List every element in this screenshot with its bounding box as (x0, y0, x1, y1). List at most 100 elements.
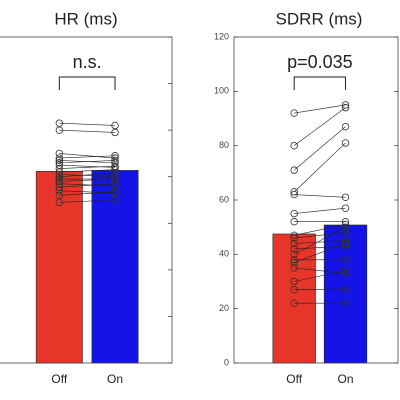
pair-line (294, 107, 346, 146)
bar (91, 170, 139, 364)
data-point (55, 156, 64, 165)
y-tick-label: 80 (219, 140, 229, 150)
data-point (55, 183, 64, 191)
y-tick-label: 100 (214, 86, 229, 96)
data-point (290, 190, 298, 199)
pair-line (59, 183, 116, 187)
y-tick-label: 0 (224, 357, 229, 367)
axes-box (0, 36, 173, 364)
data-point (341, 228, 350, 237)
pair-line (59, 165, 116, 169)
data-point (111, 188, 119, 196)
bar (323, 224, 368, 364)
bar (272, 233, 316, 364)
data-point (111, 128, 119, 137)
data-point (55, 159, 64, 167)
data-point (341, 223, 350, 231)
data-point (290, 258, 298, 267)
x-tick-label: Off (51, 372, 67, 386)
pair-line (59, 169, 116, 173)
pair-line (294, 232, 346, 239)
data-point (290, 239, 298, 248)
pair-line (294, 207, 346, 214)
data-point (111, 169, 119, 177)
data-point (341, 299, 350, 307)
pair-line (294, 104, 346, 114)
chart-title: HR (ms) (54, 9, 117, 28)
data-point (341, 101, 350, 109)
x-tick-label: On (338, 372, 354, 386)
pair-line (59, 153, 116, 159)
bar (35, 171, 83, 364)
data-point (290, 188, 298, 196)
data-point (111, 154, 119, 162)
data-point (341, 122, 350, 131)
data-point (341, 220, 350, 229)
data-point (111, 196, 119, 204)
pair-line (59, 183, 116, 188)
data-point (341, 193, 350, 201)
data-point (290, 218, 298, 226)
pair-line (294, 240, 346, 244)
data-point (55, 186, 64, 195)
data-point (290, 245, 298, 253)
pair-line (293, 142, 346, 193)
y-tick-label: 60 (219, 194, 229, 204)
data-point (341, 269, 350, 278)
pair-line (59, 172, 116, 178)
data-point (341, 256, 350, 264)
pair-line (294, 226, 346, 255)
data-point (341, 285, 350, 294)
data-point (290, 285, 298, 294)
data-point (55, 164, 64, 173)
bracket (58, 76, 116, 90)
annotation: n.s. (73, 52, 102, 72)
data-point (290, 166, 298, 174)
x-tick-label: On (107, 372, 123, 386)
data-point (290, 231, 298, 240)
pair-line (294, 243, 346, 263)
data-point (341, 237, 350, 245)
data-point (55, 198, 64, 207)
pair-line (59, 164, 116, 168)
data-point (290, 299, 298, 307)
data-point (55, 175, 64, 183)
axes-box (233, 36, 399, 364)
y-tick-label: 40 (219, 249, 229, 259)
data-point (341, 266, 350, 275)
data-point (55, 177, 64, 186)
pair-line (59, 155, 116, 159)
data-point (290, 141, 298, 150)
pair-line (294, 194, 346, 198)
x-tick-label: Off (286, 372, 302, 386)
data-point (341, 242, 350, 250)
data-point (290, 250, 298, 259)
data-point (290, 256, 298, 264)
data-point (290, 234, 298, 242)
data-point (55, 126, 64, 134)
data-point (290, 209, 298, 218)
pair-line (59, 122, 116, 126)
y-tick-label: 120 (214, 31, 229, 41)
data-point (341, 218, 350, 226)
pair-line (294, 224, 346, 236)
pair-line (59, 178, 116, 182)
pair-line (293, 126, 346, 171)
data-point (341, 139, 350, 147)
data-point (341, 204, 350, 212)
pair-line (59, 174, 116, 178)
pair-line (59, 160, 116, 164)
data-point (111, 179, 119, 188)
pair-line (59, 191, 116, 196)
pair-line (59, 199, 116, 203)
chart-title: SDRR (ms) (276, 9, 363, 28)
bracket (293, 76, 347, 90)
y-tick-label: 20 (219, 303, 229, 313)
data-point (341, 103, 350, 112)
data-point (290, 109, 298, 117)
pair-line (59, 129, 116, 133)
data-point (341, 239, 350, 248)
pair-line (294, 270, 346, 282)
data-point (290, 277, 298, 286)
